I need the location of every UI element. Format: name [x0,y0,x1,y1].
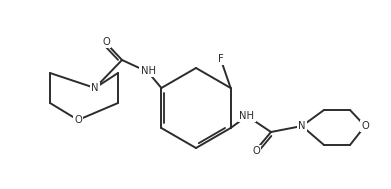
Text: NH: NH [240,111,255,121]
Text: O: O [252,146,260,156]
Text: N: N [91,83,99,93]
Text: N: N [298,121,306,131]
Text: O: O [361,121,369,131]
Text: O: O [74,115,82,125]
Text: O: O [102,37,110,47]
Text: F: F [218,54,224,64]
Text: NH: NH [140,66,156,76]
